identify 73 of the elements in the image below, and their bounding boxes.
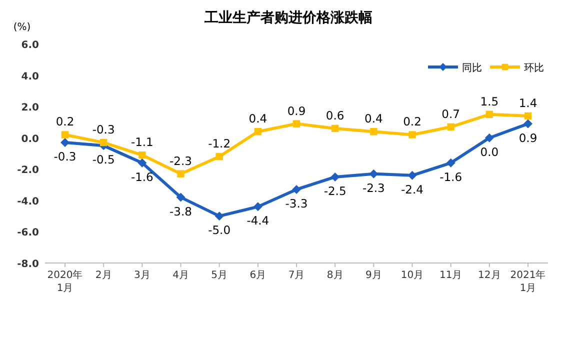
data-label: -1.6 [440, 170, 462, 184]
x-tick-label: 5月 [211, 270, 228, 281]
data-label: -3.8 [170, 204, 192, 218]
data-label: -1.6 [130, 170, 154, 184]
y-tick-label: 0.0 [21, 134, 40, 145]
y-tick-label: 6.0 [21, 40, 40, 51]
data-label: -5.0 [208, 223, 231, 238]
point [214, 212, 224, 221]
x-tick-label: 9月 [365, 270, 382, 281]
x-tick-label: 6月 [250, 270, 266, 281]
data-label: -2.3 [170, 154, 192, 168]
x-tick-label: 3月 [134, 270, 150, 281]
point [100, 138, 108, 146]
point [370, 128, 378, 136]
data-label: 0.9 [518, 130, 538, 145]
point [408, 131, 416, 138]
data-label: -2.3 [362, 180, 385, 195]
point [524, 112, 532, 120]
point [447, 123, 454, 131]
data-label: -2.4 [401, 182, 424, 196]
point [60, 138, 70, 148]
point [254, 128, 262, 136]
chart-title: 工业生产者购进价格涨跌幅 [204, 9, 372, 26]
point [253, 202, 262, 212]
data-label: 0.4 [248, 112, 268, 126]
point [177, 170, 184, 178]
x-tick-label: 4月 [172, 270, 189, 281]
y-tick-label: -6.0 [17, 228, 40, 239]
y-tick-label: 2.0 [21, 102, 40, 114]
point [138, 158, 147, 168]
data-label: 1.5 [480, 94, 499, 108]
point [446, 158, 456, 168]
data-label: 0.2 [56, 114, 74, 129]
x-tick-label: 10月 [400, 270, 424, 281]
point [61, 131, 69, 138]
point [292, 120, 300, 128]
x-tick-label: 8月 [326, 270, 344, 281]
legend-label: 同比 [462, 62, 482, 74]
data-label: 1.4 [518, 96, 538, 110]
x-tick-label: 11月 [439, 270, 462, 281]
point [331, 124, 339, 132]
data-label: -0.3 [54, 150, 76, 164]
y-tick-label: 4.0 [21, 71, 40, 82]
data-label: 0.2 [403, 114, 422, 129]
point [216, 153, 223, 160]
data-label: 0.7 [442, 106, 460, 121]
data-label: -0.5 [92, 152, 115, 167]
point [484, 133, 494, 142]
x-tick-label: 2月 [95, 270, 112, 281]
x-tick-label: 12月 [478, 270, 501, 281]
data-label: 0.4 [364, 112, 383, 126]
point [486, 110, 494, 118]
point [138, 151, 146, 159]
y-axis-title: (%) [13, 22, 31, 33]
data-label: -1.2 [208, 136, 231, 151]
data-label: -3.3 [285, 196, 308, 210]
data-label: 0.6 [326, 108, 344, 122]
data-label: -4.4 [246, 214, 270, 228]
x-tick-label: 2021年 1月 [510, 269, 546, 294]
data-label: -0.3 [92, 122, 115, 137]
point [176, 192, 186, 202]
data-label: 0.9 [287, 104, 306, 118]
x-tick-label: 7月 [288, 270, 305, 281]
data-label: -2.5 [324, 184, 346, 198]
legend-label: 环比 [524, 62, 544, 74]
data-label: 0.0 [480, 144, 499, 159]
y-tick-label: -2.0 [17, 165, 40, 176]
y-tick-label: -8.0 [17, 259, 40, 270]
x-tick-label: 2020年 1月 [47, 269, 83, 294]
point [292, 184, 301, 194]
point [524, 119, 532, 128]
y-tick-label: -4.0 [17, 196, 40, 208]
data-label: -1.1 [130, 135, 154, 150]
